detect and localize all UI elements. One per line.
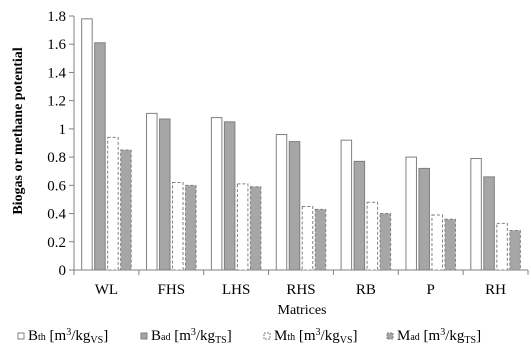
- text-layer: Biogas or methane potential Matrices 0 0.…: [11, 9, 506, 318]
- bar: [301, 206, 314, 271]
- y-tick-label: 1: [59, 122, 67, 138]
- bar: [159, 118, 171, 271]
- x-tick-label: WL: [95, 282, 118, 298]
- y-tick-label: 1.4: [47, 65, 66, 81]
- bar: [275, 134, 288, 271]
- legend-entry-label: Mth [m3/kgVS]: [274, 327, 358, 346]
- bars-layer: [81, 18, 521, 271]
- y-tick-label: 0: [59, 263, 67, 279]
- x-tick-label: RHS: [286, 282, 315, 298]
- bar: [483, 176, 495, 271]
- x-axis-title: Matrices: [278, 303, 327, 318]
- legend-entry-label: Mad [m3/kgTS]: [397, 327, 481, 346]
- bar: [107, 136, 119, 271]
- y-tick-label: 0.6: [47, 178, 66, 194]
- x-tick-label: FHS: [158, 282, 186, 298]
- bar: [236, 183, 249, 271]
- y-axis-title: Biogas or methane potential: [11, 47, 26, 214]
- x-tick-label: RB: [356, 282, 376, 298]
- bar: [366, 201, 379, 271]
- y-tick-label: 0.2: [47, 235, 66, 251]
- bar: [81, 18, 93, 271]
- bar: [249, 186, 262, 271]
- bar: [509, 229, 521, 271]
- bar: [94, 42, 106, 271]
- bar: [210, 117, 223, 271]
- bar: [172, 182, 184, 271]
- legend-swatch: [17, 332, 25, 340]
- x-tick-label: LHS: [222, 282, 250, 298]
- bar: [444, 218, 456, 271]
- bar: [120, 149, 132, 271]
- bar: [353, 160, 366, 271]
- bar: [379, 213, 392, 271]
- legend-swatch: [140, 332, 148, 340]
- y-tick-label: 0.4: [47, 207, 66, 223]
- bar: [223, 121, 236, 271]
- bar: [431, 214, 443, 271]
- x-tick-label: P: [427, 282, 435, 298]
- x-tick-label: RH: [485, 282, 506, 298]
- y-tick-label: 1.8: [47, 9, 66, 25]
- bar: [185, 184, 197, 271]
- bar: [470, 158, 482, 271]
- bar: [340, 139, 353, 271]
- bar: [288, 141, 301, 271]
- bar: [496, 222, 508, 271]
- legend-entry-label: Bad [m3/kgTS]: [151, 327, 232, 346]
- legend-swatch: [386, 332, 394, 340]
- legend: Bth [m3/kgVS] Bad [m3/kgTS] Mth [m3/kgVS] M…: [17, 327, 481, 346]
- y-tick-label: 0.8: [47, 150, 66, 166]
- y-tick-label: 1.2: [47, 94, 66, 110]
- legend-swatch: [263, 332, 271, 340]
- y-tick-label: 1.6: [47, 37, 66, 53]
- legend-entry-label: Bth [m3/kgVS]: [28, 327, 108, 346]
- bar: [314, 208, 327, 271]
- bar: [146, 112, 158, 271]
- bar: [418, 167, 430, 271]
- bar: [405, 156, 417, 271]
